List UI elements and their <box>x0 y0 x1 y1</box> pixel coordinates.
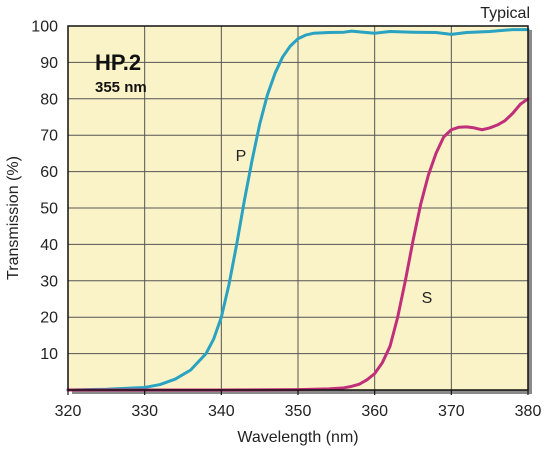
series-line-s <box>66 97 530 392</box>
chart-title: HP.2 <box>95 50 141 75</box>
y-tick-label-100: 100 <box>31 19 58 36</box>
x-tick-label-380: 380 <box>515 403 542 420</box>
grid-lines <box>68 26 528 390</box>
y-tick-label-50: 50 <box>40 201 58 218</box>
x-tick-label-330: 330 <box>131 403 158 420</box>
series-label-p: P <box>236 148 247 165</box>
typical-note: Typical <box>480 5 530 22</box>
x-tick-label-360: 360 <box>361 403 388 420</box>
x-tick-labels: 320 330 340 350 360 370 380 <box>55 403 542 420</box>
y-tick-label-20: 20 <box>40 310 58 327</box>
series-lines <box>66 28 530 392</box>
x-tick-label-370: 370 <box>438 403 465 420</box>
x-tick-label-350: 350 <box>285 403 312 420</box>
x-axis-label: Wavelength (nm) <box>237 429 358 446</box>
axes <box>67 25 529 395</box>
y-tick-label-10: 10 <box>40 346 58 363</box>
x-tick-label-340: 340 <box>208 403 235 420</box>
y-tick-label-30: 30 <box>40 273 58 290</box>
y-tick-label-60: 60 <box>40 164 58 181</box>
series-line-p <box>66 28 530 392</box>
y-tick-label-90: 90 <box>40 55 58 72</box>
y-tick-label-70: 70 <box>40 128 58 145</box>
y-tick-label-40: 40 <box>40 237 58 254</box>
y-axis-label: Transmission (%) <box>5 156 22 280</box>
chart-subtitle: 355 nm <box>95 79 147 96</box>
y-tick-label-80: 80 <box>40 91 58 108</box>
y-tick-labels: 10 20 30 40 50 60 70 80 90 100 <box>31 19 58 364</box>
series-label-s: S <box>422 290 433 307</box>
x-tick-label-320: 320 <box>55 403 82 420</box>
